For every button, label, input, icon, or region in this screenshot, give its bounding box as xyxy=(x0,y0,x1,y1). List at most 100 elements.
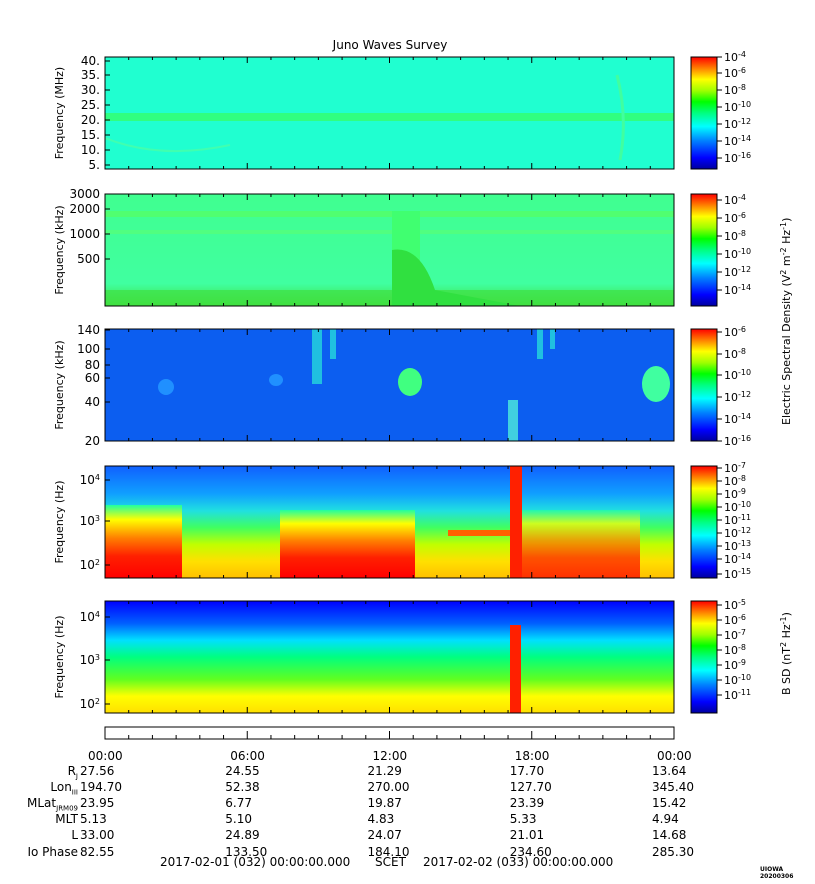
panel3-ytick-label: 100 xyxy=(77,342,100,356)
footer-end-time: 2017-02-02 (033) 00:00:00.000 xyxy=(423,855,614,869)
panel4-cbar-label: 10-8 xyxy=(724,474,746,489)
panel3-cbar-label: 10-8 xyxy=(724,347,746,362)
panel4-ytick-label: 104 xyxy=(80,473,100,488)
ephemeris-value: 17.70 xyxy=(509,764,545,778)
panel3-blob-c xyxy=(158,379,174,395)
panel-e-field-low xyxy=(105,466,674,578)
panel2-ytick-label: 2000 xyxy=(69,202,100,216)
ephemeris-value: 13.64 xyxy=(652,764,687,778)
panel1-ytick-label: 20. xyxy=(81,113,100,127)
footer-scet: SCET xyxy=(375,855,406,869)
panel-mid-frequency xyxy=(105,194,674,306)
ephemeris-value: 27.56 xyxy=(80,764,115,778)
ephemeris-value: 52.38 xyxy=(225,780,260,794)
panel1-ylabel: Frequency (MHz) xyxy=(53,67,66,159)
panel2-ylabel: Frequency (kHz) xyxy=(53,205,66,294)
panel3-cbar-label: 10-6 xyxy=(724,325,746,340)
ephemeris-value: 19.87 xyxy=(367,796,402,810)
panel3-cbar-label: 10-12 xyxy=(724,390,751,405)
panel3-cbar-label: 10-10 xyxy=(724,368,751,383)
ephemeris-value: 345.40 xyxy=(652,780,694,794)
panel2-colorbar xyxy=(690,193,718,307)
panel3-ytick-label: 60 xyxy=(85,371,100,385)
panel1-ytick-label: 30. xyxy=(81,83,100,97)
ephemeris-value: 33.00 xyxy=(80,828,115,842)
panel1-colorbar xyxy=(690,56,718,170)
footer-start-time: 2017-02-01 (032) 00:00:00.000 xyxy=(160,855,351,869)
ephemeris-value: 5.13 xyxy=(80,812,107,826)
panel3-background xyxy=(105,329,674,441)
panel4-cbar-label: 10-7 xyxy=(724,461,746,476)
panel3-ytick-label: 140 xyxy=(77,323,100,337)
panel3-cbar-label: 10-14 xyxy=(724,412,751,427)
ephemeris-time: 06:00 xyxy=(230,749,265,763)
ephemeris-row-label: RJ xyxy=(67,764,78,781)
ephemeris-time: 00:00 xyxy=(657,749,692,763)
panel2-cbar-label: 10-10 xyxy=(724,247,751,262)
panel5-ytick-label: 103 xyxy=(80,653,100,668)
panel3-cbar-label: 10-16 xyxy=(724,434,751,449)
panel2-ytick-label: 3000 xyxy=(69,187,100,201)
panel5-cbar-label: 10-5 xyxy=(724,598,746,613)
panel2-background xyxy=(105,194,674,306)
panel1-cbar-label: 10-12 xyxy=(724,117,751,132)
panel4-cbar-label: 10-13 xyxy=(724,539,751,554)
panel2-ytick-label: 1000 xyxy=(69,227,100,241)
panel1-arc-emission xyxy=(615,74,625,161)
figure-title: Juno Waves Survey xyxy=(332,38,448,52)
ephemeris-value: 184.10 xyxy=(367,845,410,859)
panel5-cbar-label: 10-7 xyxy=(724,628,746,643)
panel2-ytick-label: 500 xyxy=(77,252,100,266)
ephemeris-value: 4.83 xyxy=(367,812,395,826)
ephemeris-time: 18:00 xyxy=(514,749,550,763)
watermark: UIOWA 20200306 xyxy=(760,866,794,880)
panel3-ylabel: Frequency (kHz) xyxy=(53,340,66,429)
ephemeris-value: 24.89 xyxy=(225,828,260,842)
panel2-cbar-label: 10-12 xyxy=(724,265,751,280)
panel3-burst-d xyxy=(550,329,555,349)
panel4-cbar-label: 10-12 xyxy=(724,526,751,541)
panel1-ytick-label: 40. xyxy=(81,54,100,68)
panel2-cbar-label: 10-6 xyxy=(724,211,746,226)
panel1-cbar-label: 10-4 xyxy=(724,50,746,65)
panel1-ytick-label: 5. xyxy=(89,158,100,172)
panel1-cbar-label: 10-14 xyxy=(724,134,751,149)
panel4-hot-a xyxy=(105,505,182,578)
panel2-cbar-label: 10-4 xyxy=(724,193,746,208)
y-axes: Frequency (MHz) 40.35.30.25.20.15.10.5. Fr… xyxy=(53,54,110,711)
panel3-burst-e xyxy=(508,400,518,441)
panel5-ytick-label: 102 xyxy=(80,697,100,712)
panel3-blob-b xyxy=(642,366,670,402)
panel1-cbar-label: 10-6 xyxy=(724,66,746,81)
panel-frames xyxy=(104,56,675,714)
panel5-colorbar xyxy=(690,600,718,714)
ephemeris-value: 5.33 xyxy=(509,812,537,826)
panel4-hot-c xyxy=(520,510,640,578)
ephemeris-value: 21.01 xyxy=(509,828,545,842)
colorbars: 10-410-610-810-1010-1210-1410-1610-410-6… xyxy=(690,50,751,714)
panel4-narrowband-line xyxy=(448,530,510,536)
ephemeris-time: 00:00 xyxy=(88,749,123,763)
panel3-colorbar xyxy=(690,328,718,442)
panel1-ytick-label: 25. xyxy=(81,98,100,112)
ephemeris-value: 127.70 xyxy=(509,780,552,794)
panel4-colorbar xyxy=(690,465,718,579)
panel5-cbar-label: 10-10 xyxy=(724,673,751,688)
ephemeris-row-label: MLT xyxy=(55,812,78,826)
panel2-dispersing-emission xyxy=(392,249,520,306)
ephemeris-value: 194.70 xyxy=(80,780,122,794)
panel4-cbar-label: 10-14 xyxy=(724,552,751,567)
panel1-cbar-label: 10-8 xyxy=(724,83,746,98)
ephemeris-value: 6.77 xyxy=(225,796,252,810)
panel3-burst-a xyxy=(312,329,322,384)
panel3-ytick-label: 20 xyxy=(85,434,100,448)
panel1-ytick-label: 15. xyxy=(81,128,100,142)
ephemeris-row-label: L xyxy=(71,828,78,842)
panel2-band-lower xyxy=(105,230,674,234)
panel2-cbar-label: 10-8 xyxy=(724,229,746,244)
panel4-hot-b xyxy=(280,510,415,578)
panel5-ytick-label: 104 xyxy=(80,610,100,625)
panel5-ylabel: Frequency (Hz) xyxy=(53,616,66,699)
ephemeris-value: 5.10 xyxy=(225,812,252,826)
panel3-burst-c xyxy=(537,329,543,359)
